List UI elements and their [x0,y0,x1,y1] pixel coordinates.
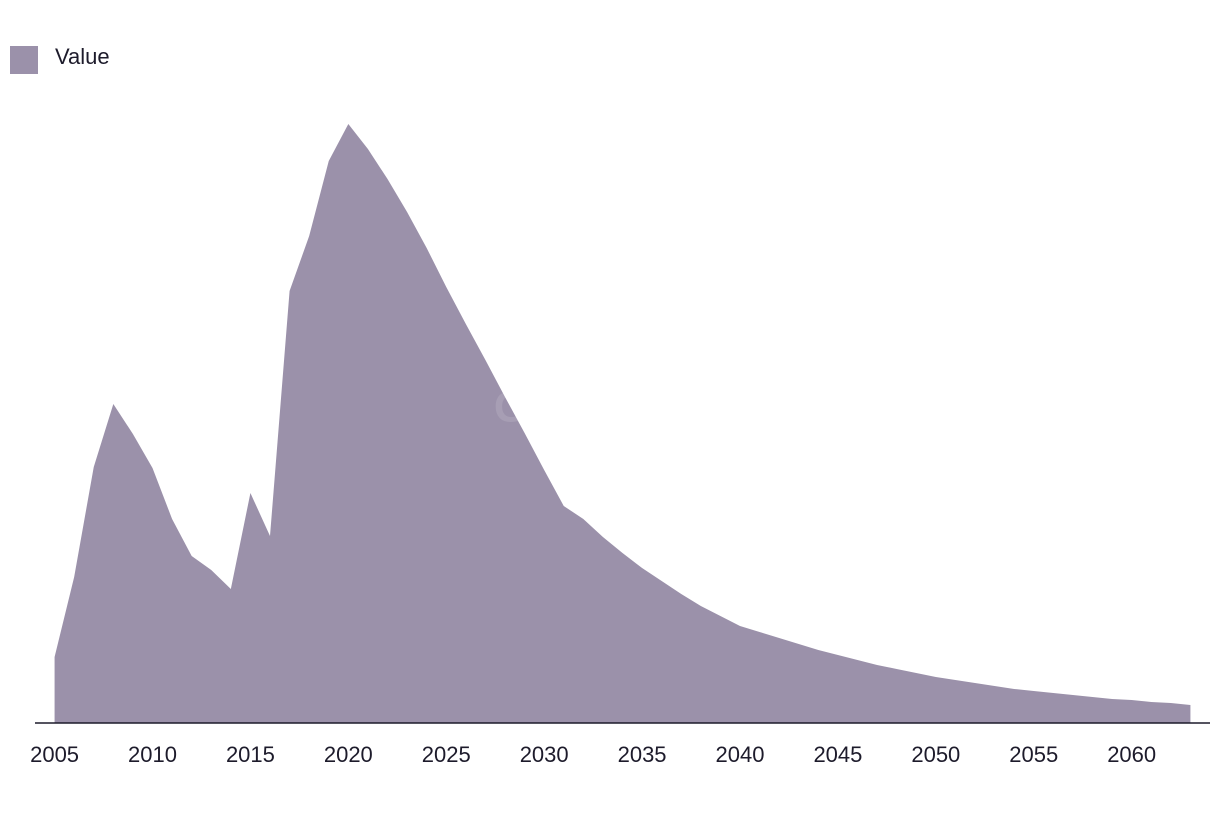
x-tick-label: 2035 [618,742,667,767]
x-tick-label: 2015 [226,742,275,767]
x-tick-label: 2055 [1009,742,1058,767]
x-tick-label: 2040 [716,742,765,767]
watermark: GlobalData [494,383,727,432]
x-tick-label: 2025 [422,742,471,767]
legend-swatch [10,46,38,74]
x-tick-label: 2045 [813,742,862,767]
x-tick-label: 2050 [911,742,960,767]
x-tick-label: 2005 [30,742,79,767]
legend-label: Value [55,44,110,69]
x-tick-label: 2060 [1107,742,1156,767]
x-tick-label: 2020 [324,742,373,767]
x-tick-label: 2030 [520,742,569,767]
x-tick-label: 2010 [128,742,177,767]
area [54,124,1191,723]
